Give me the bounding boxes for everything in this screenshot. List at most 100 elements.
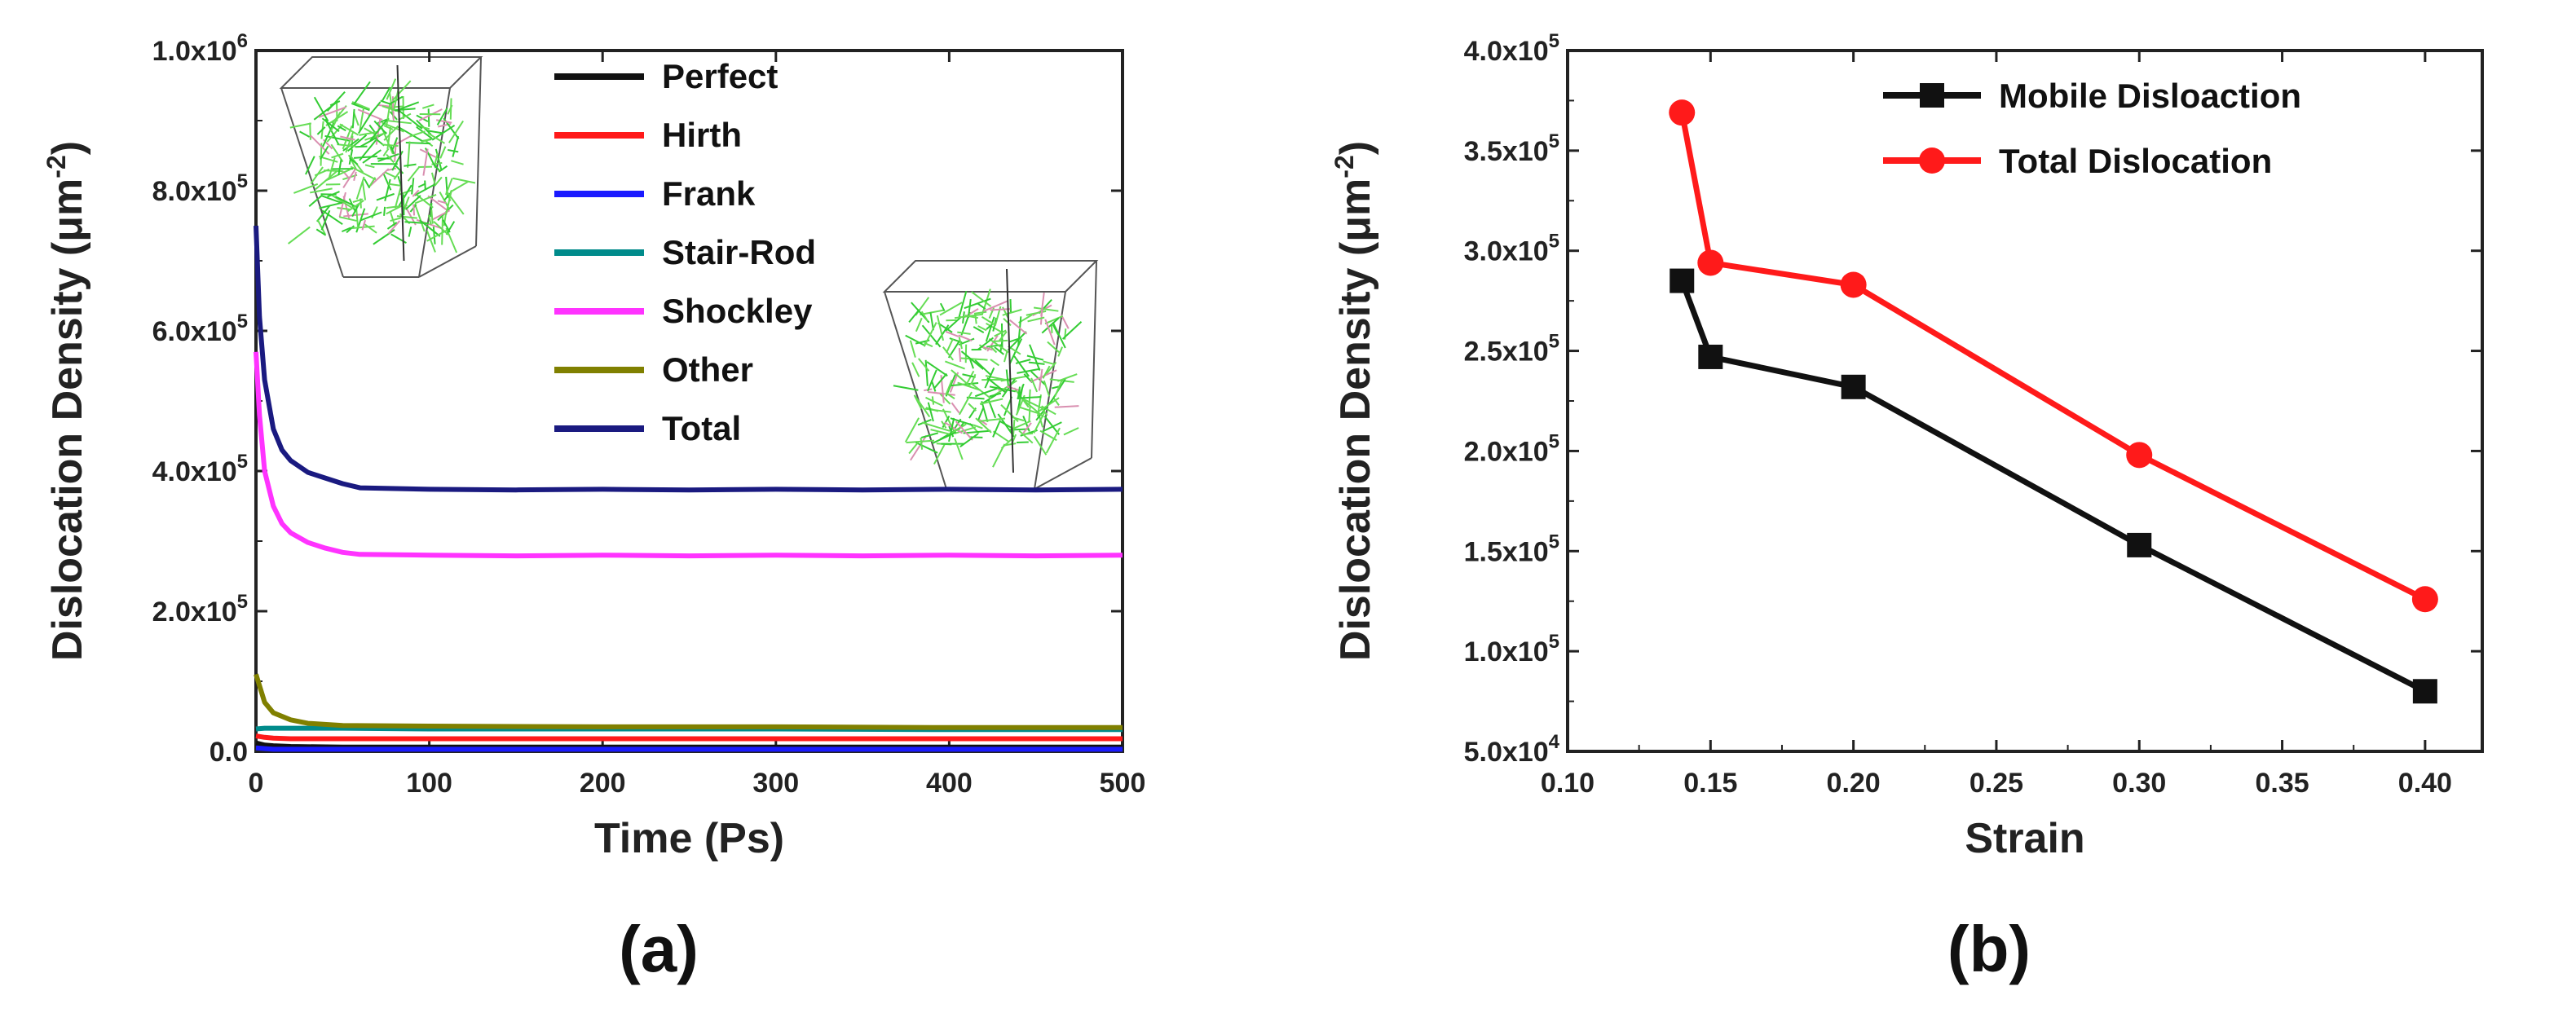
- inset-box-1-segment: [361, 219, 366, 231]
- plot-a-xlabel: Time (Ps): [594, 815, 784, 862]
- plot-b-xtick-label: 0.25: [1969, 768, 2023, 799]
- inset-box-1-segment: [386, 204, 408, 209]
- plot-b-ylabel-main: Dislocation Density (μm: [1332, 178, 1379, 661]
- inset-box-1-segment: [382, 148, 390, 156]
- inset-box-1-segment: [308, 195, 323, 208]
- data-point-mobile: [1670, 268, 1695, 293]
- inset-box-2-segment: [1057, 373, 1078, 382]
- data-point-mobile: [2127, 532, 2152, 557]
- inset-box-1-segment: [347, 134, 368, 152]
- inset-box-1-segment: [342, 168, 356, 189]
- inset-box-2-segment: [908, 442, 920, 455]
- inset-box-1-segment: [329, 112, 342, 132]
- inset-box-2-segment: [910, 435, 928, 461]
- inset-box-1-segment: [353, 155, 377, 159]
- inset-box-1-segment: [382, 172, 392, 191]
- inset-box-1-segment: [355, 207, 359, 227]
- inset-box-2-segment: [994, 346, 1004, 355]
- inset-box-2-segment: [936, 315, 945, 341]
- inset-box-1-segment: [347, 200, 364, 213]
- inset-box-2-segment: [989, 392, 1002, 398]
- inset-box-1-segment: [330, 143, 344, 163]
- inset-box-2-segment: [946, 393, 955, 400]
- inset-box-2-segment: [1030, 377, 1039, 393]
- inset-box-1-segment: [316, 205, 331, 222]
- inset-box-2-segment: [968, 403, 977, 412]
- inset-box-1-segment: [412, 204, 416, 216]
- plot-b-ytick-label: 1.5x105: [1464, 531, 1559, 567]
- inset-box-1-segment: [385, 102, 391, 127]
- inset-box-2-segment: [920, 437, 924, 450]
- inset-box-2-segment: [957, 381, 981, 391]
- legend-label-shockley: Shockley: [662, 292, 813, 330]
- plot-a-xtick-label: 400: [926, 768, 973, 799]
- plot-a-xtick-label: 300: [752, 768, 799, 799]
- inset-box-1-segment: [326, 90, 346, 112]
- inset-box-2-segment: [1013, 355, 1030, 377]
- inset-box-2-segment: [964, 297, 991, 310]
- inset-box-2-segment: [1041, 421, 1062, 433]
- inset-box-1-segment: [359, 130, 378, 136]
- plot-a-ytick-label-exponent: 5: [237, 170, 248, 192]
- inset-box-2-segment: [954, 426, 977, 434]
- inset-box-2-segment: [989, 345, 998, 354]
- inset-box-2-segment: [977, 337, 995, 350]
- inset-box-2-segment: [1033, 435, 1048, 456]
- inset-box-1-segment: [395, 165, 404, 174]
- plot-a-ytick-label: 8.0x105: [152, 170, 248, 207]
- inset-box-1-segment: [451, 160, 464, 165]
- inset-box-1-segment: [411, 178, 415, 195]
- inset-box-2-segment: [918, 358, 930, 372]
- plot-a-ytick-label: 2.0x105: [152, 591, 248, 627]
- inset-box-2-segment: [1027, 316, 1045, 323]
- inset-box-1-segment: [414, 193, 437, 205]
- inset-box-1-segment: [309, 122, 311, 140]
- inset-box-1-segment: [364, 164, 375, 169]
- inset-box-2-segment: [988, 337, 1009, 354]
- inset-box-1-segment: [424, 180, 426, 190]
- inset-box-1-segment: [398, 112, 412, 121]
- inset-box-2-segment: [1061, 321, 1083, 340]
- inset-box-2-segment: [1043, 380, 1051, 397]
- inset-box-1-segment: [346, 225, 355, 234]
- legend-marker-square: [1920, 83, 1944, 108]
- inset-box-2-segment: [959, 391, 973, 416]
- inset-box-2-segment: [1052, 322, 1066, 349]
- inset-box-1-segment: [398, 109, 423, 130]
- plot-a-ytick-label-exponent: 6: [237, 30, 248, 52]
- inset-box-1-segment: [437, 200, 447, 205]
- inset-box-2-segment: [923, 322, 937, 347]
- inset-box-1-segment: [434, 148, 443, 171]
- legend-label-other: Other: [662, 350, 753, 389]
- plot-b-ytick-label-exponent: 5: [1549, 130, 1559, 152]
- inset-box-2-segment: [930, 429, 952, 436]
- inset-box-1-segment: [353, 81, 371, 105]
- inset-box-2-segment: [974, 359, 991, 376]
- legend-label-total: Total: [662, 409, 741, 447]
- inset-box-2-segment: [927, 402, 934, 422]
- inset-box-2-segment: [966, 370, 975, 385]
- inset-box-2-segment: [945, 331, 959, 337]
- plot-b-ylabel-sup: -2: [1330, 155, 1359, 178]
- inset-box-2-edge-mid: [1034, 291, 1066, 490]
- inset-box-1-segment: [442, 219, 451, 233]
- inset-box-1-segment: [426, 130, 443, 134]
- plot-b-ytick-label-mantissa: 4.0x10: [1464, 36, 1549, 67]
- inset-box-2-segment: [970, 373, 977, 385]
- inset-box-2-segment: [990, 359, 999, 367]
- plot-b-xtick-label: 0.35: [2255, 768, 2309, 799]
- inset-box-1-segment: [404, 163, 417, 167]
- inset-box-1-edge-br: [418, 245, 477, 278]
- plot-b-ytick-label-mantissa: 1.5x10: [1464, 536, 1549, 567]
- inset-box-1-segment: [407, 166, 421, 182]
- inset-box-2-segment: [977, 302, 986, 310]
- inset-box-2-segment: [990, 308, 1011, 311]
- inset-box-2-segment: [973, 424, 983, 429]
- inset-box-1-segment: [320, 194, 343, 205]
- inset-box-2-segment: [939, 302, 963, 316]
- inset-box-1-segment: [394, 140, 397, 162]
- inset-box-2-segment: [968, 358, 974, 369]
- inset-box-2-segment: [929, 312, 935, 331]
- inset-box-1-segment: [331, 152, 344, 159]
- inset-box-2-segment: [945, 379, 953, 395]
